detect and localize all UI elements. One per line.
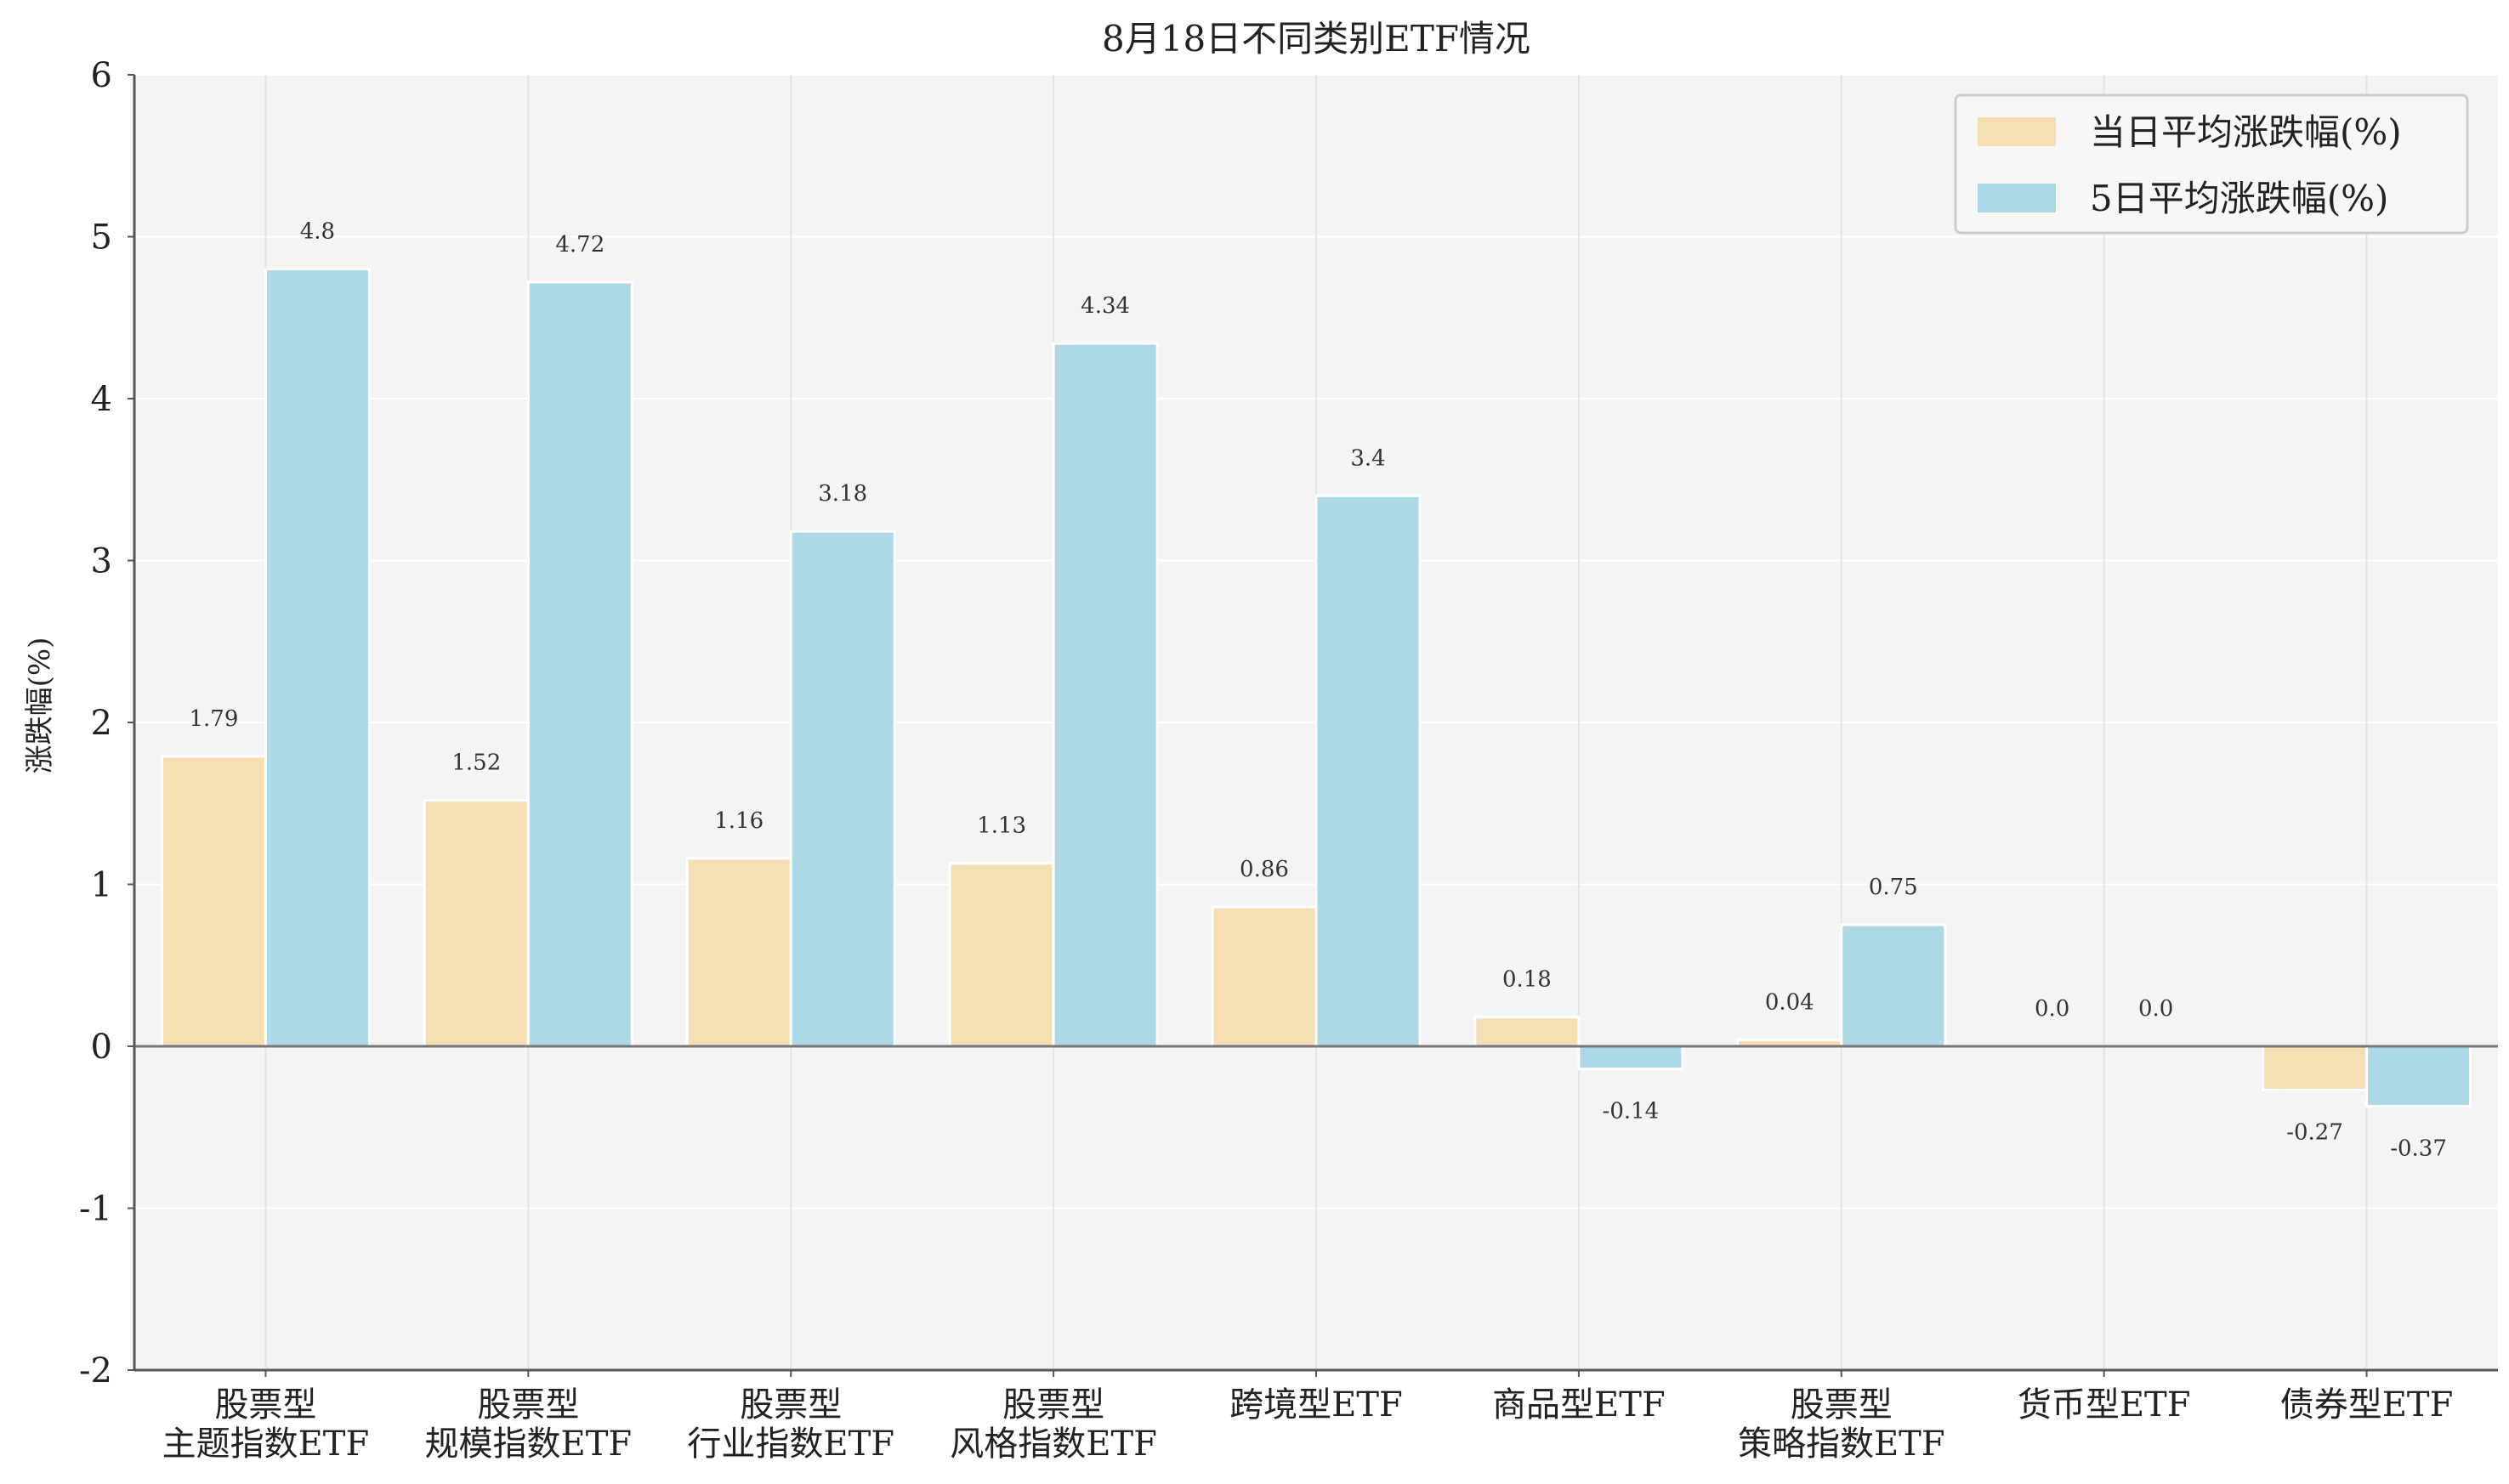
x-tick-label: 行业指数ETF	[687, 1425, 894, 1464]
data-label: -0.27	[2286, 1119, 2343, 1145]
data-label: 0.18	[1502, 967, 1552, 993]
bar-five-day[interactable]	[2365, 1045, 2472, 1107]
x-tick-label: 股票型	[1791, 1385, 1893, 1425]
data-labels: 1.79 1.52 1.16 1.13 0.86 0.18 0.04 0.0 -0.27 4.8 4…	[189, 219, 2446, 1162]
x-tick-label: 主题指数ETF	[162, 1425, 370, 1464]
axes: -2-10123456股票型主题指数ETF股票型规模指数ETF股票型行业指数ET…	[79, 56, 2498, 1464]
x-tick-label: 策略指数ETF	[1738, 1425, 1945, 1464]
data-label: 0.0	[2035, 996, 2069, 1022]
x-tick-label: 货币型ETF	[2018, 1385, 2191, 1425]
data-label: 3.4	[1350, 445, 1385, 471]
y-tick-label: 0	[91, 1028, 112, 1067]
bar-daily[interactable]	[685, 857, 792, 1048]
bar-five-day[interactable]	[1840, 923, 1947, 1048]
y-tick-label: 1	[91, 866, 112, 905]
bar-five-day[interactable]	[789, 530, 896, 1048]
bar-five-day[interactable]	[526, 280, 633, 1048]
data-label: 1.13	[977, 813, 1026, 839]
x-tick-label: 债券型ETF	[2280, 1385, 2454, 1425]
bar-five-day[interactable]	[1052, 342, 1159, 1048]
x-tick-label: 商品型ETF	[1492, 1385, 1666, 1425]
data-label: -0.37	[2390, 1136, 2447, 1161]
y-tick-label: 6	[91, 56, 112, 95]
legend-label: 当日平均涨跌幅(%)	[2090, 111, 2402, 153]
data-label: 3.18	[818, 481, 867, 507]
bar-daily[interactable]	[1473, 1016, 1581, 1048]
data-label: 0.04	[1765, 989, 1814, 1015]
legend-box	[1954, 93, 2469, 235]
y-tick-label: 4	[91, 380, 112, 419]
bar-five-day[interactable]	[1314, 494, 1422, 1048]
data-label: 1.79	[189, 706, 238, 732]
y-tick-label: 3	[91, 542, 112, 581]
chart-title: 8月18日不同类别ETF情况	[1102, 18, 1530, 59]
data-label: 0.75	[1869, 875, 1918, 900]
x-tick-label: 风格指数ETF	[950, 1425, 1157, 1464]
data-label: 1.16	[714, 808, 763, 834]
bar-daily[interactable]	[423, 798, 530, 1048]
legend-label: 5日平均涨跌幅(%)	[2090, 178, 2388, 219]
y-axis-title: 涨跌幅(%)	[23, 637, 57, 774]
y-tick-label: 5	[91, 218, 112, 258]
data-label: 4.8	[300, 219, 335, 245]
bar-daily[interactable]	[1211, 905, 1318, 1048]
bar-daily[interactable]	[2262, 1045, 2369, 1091]
y-tick-label: -1	[79, 1190, 112, 1229]
x-tick-label: 股票型	[477, 1385, 579, 1425]
x-tick-label: 股票型	[214, 1385, 316, 1425]
data-label: 4.34	[1081, 293, 1130, 319]
data-label: 0.86	[1240, 857, 1289, 882]
data-label: -0.14	[1603, 1099, 1660, 1124]
x-tick-label: 规模指数ETF	[425, 1425, 633, 1464]
y-tick-label: -2	[79, 1351, 112, 1391]
legend-swatch	[1978, 184, 2056, 212]
x-tick-label: 跨境型ETF	[1229, 1385, 1403, 1425]
legend-swatch	[1978, 117, 2056, 146]
data-label: 0.0	[2138, 996, 2173, 1022]
bar-daily[interactable]	[948, 862, 1055, 1048]
legend[interactable]: 当日平均涨跌幅(%) 5日平均涨跌幅(%)	[1954, 93, 2469, 235]
bar-five-day[interactable]	[264, 268, 371, 1048]
x-tick-label: 股票型	[1002, 1385, 1104, 1425]
y-tick-label: 2	[91, 704, 112, 743]
data-label: 4.72	[555, 232, 605, 258]
x-tick-label: 股票型	[740, 1385, 842, 1425]
bar-daily[interactable]	[160, 755, 267, 1048]
bar-five-day[interactable]	[1577, 1045, 1684, 1071]
data-label: 1.52	[451, 750, 501, 775]
